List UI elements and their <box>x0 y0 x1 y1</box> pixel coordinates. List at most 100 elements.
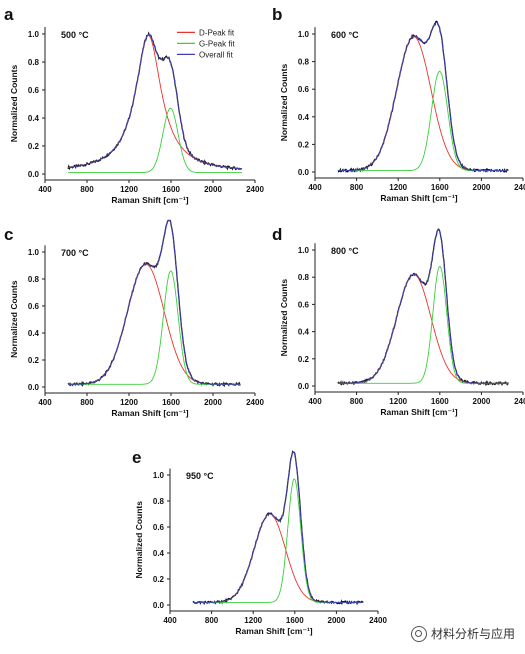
y-axis-label: Normalized Counts <box>9 280 19 358</box>
x-tick-label: 2000 <box>473 397 491 406</box>
x-tick-label: 2000 <box>328 616 346 625</box>
y-tick-label: 0.8 <box>28 275 40 284</box>
overall-fit-line <box>68 219 241 385</box>
x-tick-label: 1600 <box>431 397 449 406</box>
y-tick-label: 0.8 <box>298 58 310 67</box>
x-axis-label: Raman Shift [cm⁻¹] <box>111 195 188 205</box>
x-tick-label: 2400 <box>246 185 264 194</box>
x-tick-label: 1600 <box>286 616 304 625</box>
y-axis-label: Normalized Counts <box>279 64 289 142</box>
x-tick-label: 1600 <box>162 398 180 407</box>
x-tick-label: 2400 <box>246 398 264 407</box>
y-tick-label: 0.2 <box>28 142 40 151</box>
x-tick-label: 1200 <box>244 616 262 625</box>
measured-spectrum-line <box>337 20 509 174</box>
y-tick-label: 0.4 <box>28 329 40 338</box>
x-axis-label: Raman Shift [cm⁻¹] <box>111 408 188 418</box>
x-tick-label: 800 <box>205 616 219 625</box>
x-tick-label: 400 <box>163 616 177 625</box>
panel-c: c 0.0 0.2 0.4 0.6 0.8 1.0 400 800 1200 1600 2000 240… <box>4 219 264 418</box>
y-tick-label: 0.4 <box>298 328 310 337</box>
y-tick-label: 1.0 <box>298 246 310 255</box>
y-tick-label: 0.8 <box>298 273 310 282</box>
x-tick-label: 800 <box>350 183 364 192</box>
watermark: 材料分析与应用 <box>410 625 515 642</box>
x-tick-label: 2400 <box>369 616 387 625</box>
y-axis-label: Normalized Counts <box>279 279 289 357</box>
g-peak-fit-line <box>192 478 364 603</box>
d-peak-fit-line <box>337 36 509 172</box>
x-tick-label: 400 <box>38 185 52 194</box>
y-tick-label: 0.6 <box>298 300 310 309</box>
temperature-label: 800 °C <box>331 246 359 256</box>
overall-fit-line <box>192 451 364 603</box>
y-tick-label: 0.0 <box>298 168 310 177</box>
x-axis-label: Raman Shift [cm⁻¹] <box>235 626 312 636</box>
wechat-icon <box>410 625 427 642</box>
y-tick-label: 0.2 <box>28 356 40 365</box>
temperature-label: 500 °C <box>61 30 89 40</box>
y-tick-label: 0.2 <box>298 140 310 149</box>
y-tick-label: 0.6 <box>298 85 310 94</box>
measured-spectrum-line <box>67 219 241 388</box>
measured-spectrum-line <box>192 450 364 606</box>
y-axis-label: Normalized Counts <box>134 501 144 579</box>
panel-b: b 0.0 0.2 0.4 0.6 0.8 1.0 400 800 1200 1600 2000 240… <box>272 5 525 203</box>
measured-spectrum-line <box>337 228 509 387</box>
x-tick-label: 400 <box>308 397 322 406</box>
y-tick-label: 0.8 <box>28 58 40 67</box>
g-peak-fit-line <box>68 107 242 174</box>
y-tick-label: 0.6 <box>28 302 40 311</box>
temperature-label: 700 °C <box>61 248 89 258</box>
y-tick-label: 1.0 <box>28 248 40 257</box>
x-tick-label: 2400 <box>514 397 525 406</box>
panel-letter: b <box>272 5 282 24</box>
x-tick-label: 800 <box>350 397 364 406</box>
d-peak-fit-line <box>68 263 241 385</box>
panel-letter: d <box>272 225 282 244</box>
legend-entry: D-Peak fit <box>199 28 235 37</box>
d-peak-fit-line <box>337 274 509 384</box>
x-tick-label: 400 <box>38 398 52 407</box>
y-tick-label: 0.4 <box>28 114 40 123</box>
x-tick-label: 2000 <box>204 185 222 194</box>
g-peak-fit-line <box>337 70 509 172</box>
x-tick-label: 1600 <box>162 185 180 194</box>
g-peak-fit-line <box>337 265 509 384</box>
panel-e: e 0.0 0.2 0.4 0.6 0.8 1.0 400 800 1200 1600 2000 240… <box>132 448 387 636</box>
y-tick-label: 0.6 <box>28 86 40 95</box>
legend-entry: Overall fit <box>199 50 234 59</box>
x-tick-label: 1200 <box>389 183 407 192</box>
x-tick-label: 800 <box>80 398 94 407</box>
y-tick-label: 1.0 <box>153 471 165 480</box>
x-tick-label: 1200 <box>120 398 138 407</box>
x-tick-label: 800 <box>80 185 94 194</box>
x-tick-label: 2000 <box>204 398 222 407</box>
panel-d: d 0.0 0.2 0.4 0.6 0.8 1.0 400 800 1200 1600 2000 240… <box>272 225 525 417</box>
y-tick-label: 0.4 <box>298 113 310 122</box>
y-tick-label: 0.0 <box>28 383 40 392</box>
x-tick-label: 1600 <box>431 183 449 192</box>
x-axis-label: Raman Shift [cm⁻¹] <box>380 193 457 203</box>
x-tick-label: 1200 <box>389 397 407 406</box>
y-axis-label: Normalized Counts <box>9 65 19 143</box>
y-tick-label: 0.0 <box>153 601 165 610</box>
watermark-text: 材料分析与应用 <box>430 627 515 641</box>
x-tick-label: 2000 <box>473 183 491 192</box>
g-peak-fit-line <box>68 270 241 385</box>
overall-fit-line <box>337 21 509 172</box>
y-tick-label: 0.8 <box>153 497 165 506</box>
x-tick-label: 2400 <box>514 183 525 192</box>
y-tick-label: 0.6 <box>153 523 165 532</box>
panel-a: a 0.0 0.2 0.4 0.6 0.8 1.0 400 800 1200 1600 2000 240… <box>4 5 264 205</box>
panel-letter: c <box>4 225 13 244</box>
panel-letter: a <box>4 5 14 24</box>
y-tick-label: 0.0 <box>298 382 310 391</box>
temperature-label: 600 °C <box>331 30 359 40</box>
y-tick-label: 1.0 <box>298 30 310 39</box>
x-tick-label: 400 <box>308 183 322 192</box>
panel-letter: e <box>132 448 141 467</box>
y-tick-label: 0.4 <box>153 549 165 558</box>
y-tick-label: 0.2 <box>153 575 165 584</box>
